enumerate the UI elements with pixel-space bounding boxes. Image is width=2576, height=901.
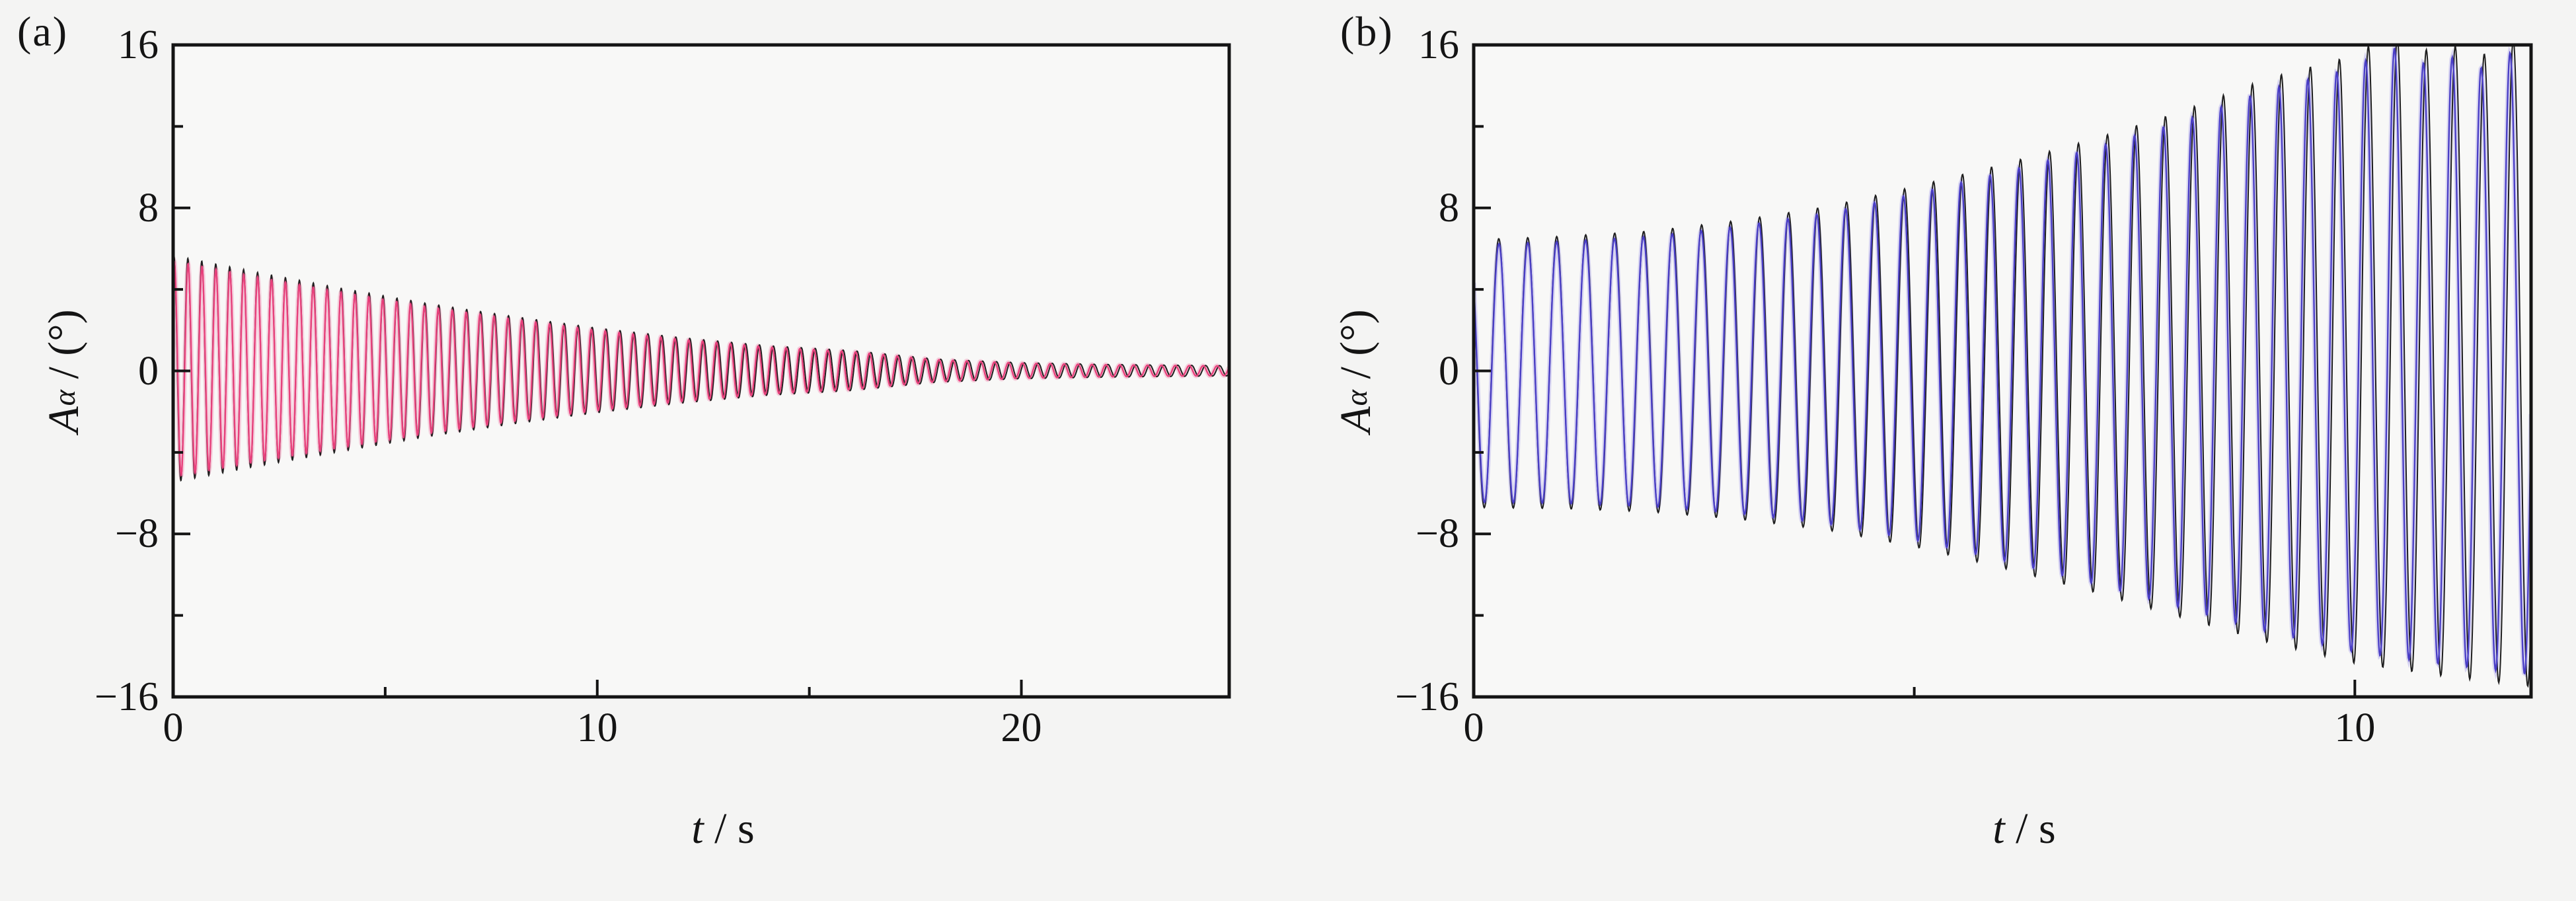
y-tick-label: 0 [1439, 348, 1459, 394]
curve-blue-line [1474, 47, 2531, 675]
plot-panel-b [1472, 43, 2533, 699]
y-tick-label: 8 [138, 185, 159, 231]
panel-a-letter: (a) [17, 8, 69, 55]
panel-b-x-axis-label: t / s [1864, 757, 2141, 901]
y-tick-label: −8 [115, 511, 159, 557]
y-label-variable: A [1332, 406, 1380, 433]
y-tick-label: 0 [138, 348, 159, 394]
x-tick-label: 0 [163, 705, 184, 750]
x-label-units: / s [703, 804, 755, 853]
axes-box [171, 43, 1231, 699]
y-tick-label: 8 [1439, 185, 1459, 231]
y-tick-label: 16 [118, 22, 159, 67]
y-label-variable: A [40, 406, 88, 433]
x-label-variable: t [1992, 804, 2005, 853]
plots-canvas [171, 43, 2533, 699]
panel-b-letter: (b) [1340, 8, 1394, 55]
y-tick-label: −16 [95, 674, 159, 719]
panel-a-x-axis-label: t / s [562, 757, 840, 901]
plot-panel-a [171, 43, 1231, 699]
x-tick-label: 0 [1463, 705, 1484, 750]
x-tick-label: 10 [576, 705, 618, 750]
x-tick-label: 20 [1001, 705, 1042, 750]
curve-pink-line [173, 258, 1229, 477]
x-label-units: / s [2004, 804, 2056, 853]
axes-box [1472, 43, 2533, 699]
y-tick-label: 16 [1418, 22, 1459, 67]
y-tick-label: −8 [1416, 511, 1459, 557]
x-label-variable: t [691, 804, 704, 853]
x-tick-label: 10 [2334, 705, 2376, 750]
y-tick-label: −16 [1395, 674, 1459, 719]
